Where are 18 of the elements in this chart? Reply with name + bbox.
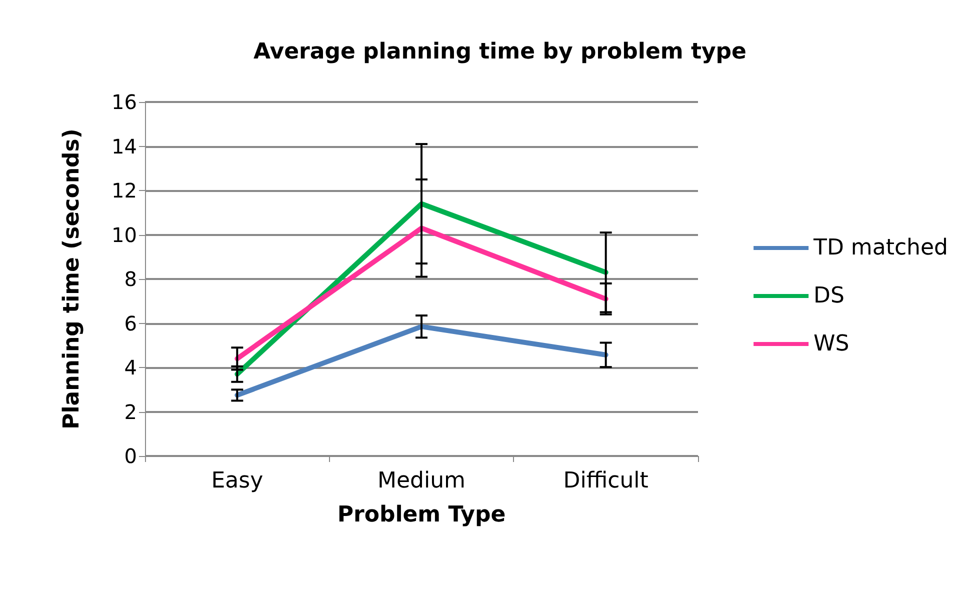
y-tick-label: 16 <box>112 90 137 114</box>
x-tick-label: Medium <box>378 468 466 494</box>
legend-label: WS <box>814 332 850 356</box>
chart-title: Average planning time by problem type <box>254 40 746 64</box>
y-axis-title: Planning time (seconds) <box>60 128 84 430</box>
y-tick-label: 12 <box>112 178 137 202</box>
y-tick-label: 2 <box>124 400 137 424</box>
legend-label: DS <box>814 284 844 308</box>
legend-label: TD matched <box>812 236 948 260</box>
x-tick-label: Difficult <box>563 468 649 494</box>
y-tick-label: 0 <box>124 444 137 468</box>
y-tick-label: 6 <box>124 311 137 336</box>
y-tick-label: 8 <box>124 267 137 291</box>
y-tick-label: 4 <box>124 356 137 380</box>
y-tick-label: 14 <box>112 134 137 158</box>
x-axis-title: Problem Type <box>337 502 506 528</box>
x-tick-label: Easy <box>211 468 264 494</box>
y-tick-label: 10 <box>112 222 137 247</box>
